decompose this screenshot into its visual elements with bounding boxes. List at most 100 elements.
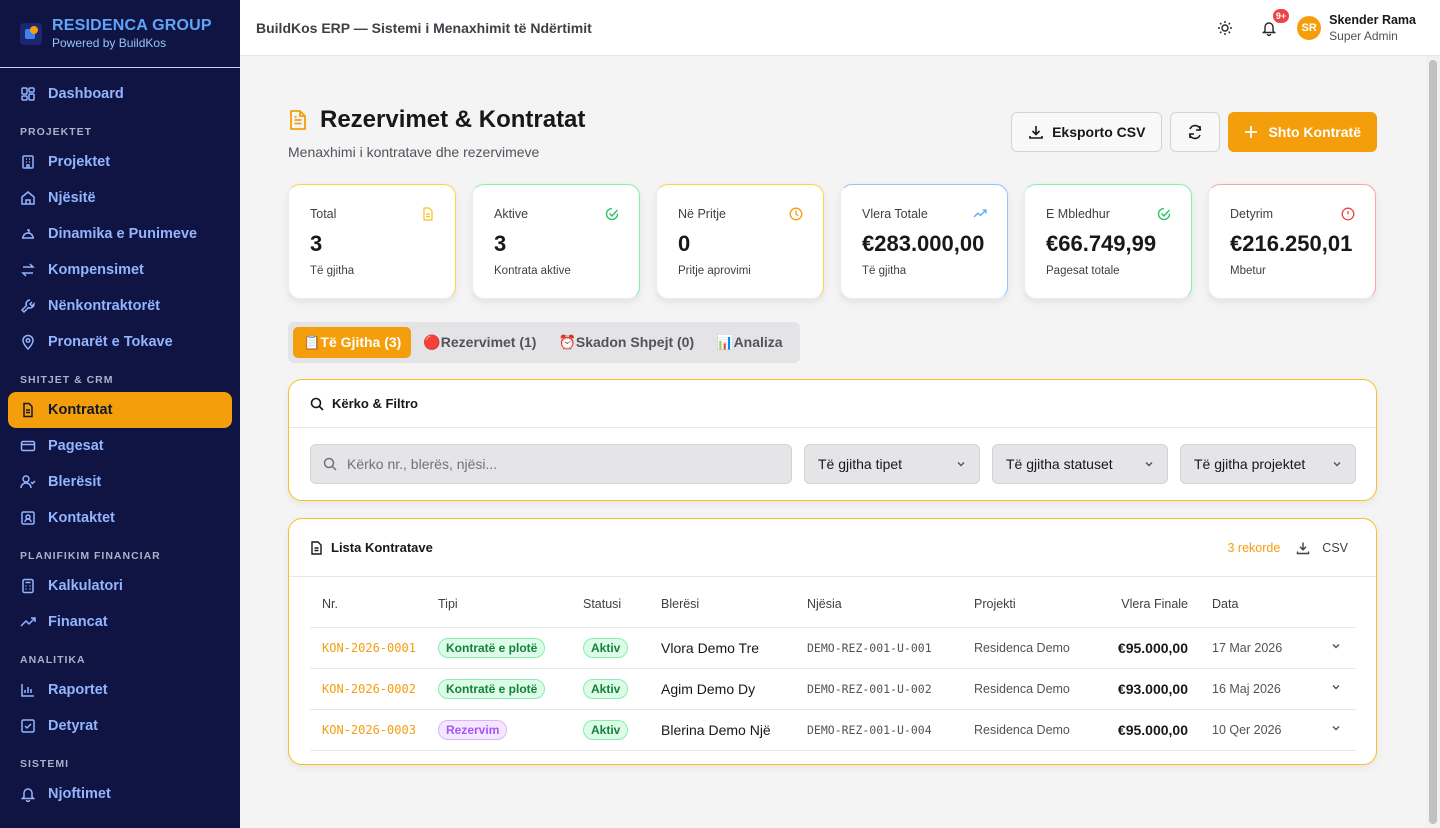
tab-analiza[interactable]: 📊Analiza	[716, 334, 783, 350]
status-badge: Aktiv	[583, 678, 629, 699]
sidebar-item-financat[interactable]: Financat	[8, 604, 232, 640]
sidebar-item-dashboard[interactable]: Dashboard	[8, 76, 232, 112]
scrollbar-thumb[interactable]	[1429, 60, 1437, 824]
expand-chevron-icon[interactable]	[1316, 668, 1356, 710]
stat-value: 0	[678, 231, 691, 256]
sidebar-item-pronaret[interactable]: Pronarët e Tokave	[8, 324, 232, 360]
sidebar-item-label: Kontratat	[48, 402, 113, 418]
type-select-value: Të gjitha tipet	[818, 456, 903, 472]
sidebar-item-kalkulatori[interactable]: Kalkulatori	[8, 568, 232, 604]
stat-sub: Pagesat totale	[1046, 265, 1120, 277]
expand-chevron-icon[interactable]	[1316, 627, 1356, 669]
column-header[interactable]: Tipi	[438, 597, 583, 628]
nav-section-shitjet: SHITJET & CRM	[20, 374, 114, 386]
building-icon	[20, 154, 36, 170]
alert-circle-icon	[1341, 207, 1355, 221]
export-csv-button[interactable]: Eksporto CSV	[1011, 112, 1163, 152]
csv-export-button[interactable]: CSV	[1296, 541, 1348, 555]
stat-value: €216.250,01	[1230, 231, 1353, 256]
sidebar-item-label: Pagesat	[48, 438, 104, 454]
csv-label: CSV	[1322, 541, 1348, 555]
brand-name: RESIDENCA GROUP	[52, 17, 212, 34]
stat-label: Aktive	[494, 207, 529, 221]
sidebar-item-raportet[interactable]: Raportet	[8, 672, 232, 708]
user-info[interactable]: Skender Rama Super Admin	[1329, 13, 1416, 43]
sidebar-item-label: Raportet	[48, 682, 108, 698]
hard-hat-icon	[20, 226, 36, 242]
table-row[interactable]: KON-2026-0003 Rezervim Aktiv Blerina Dem…	[310, 709, 1356, 751]
column-header-expand	[1316, 597, 1356, 628]
sidebar-item-projektet[interactable]: Projektet	[8, 144, 232, 180]
status-badge: Aktiv	[583, 719, 629, 740]
project-select-value: Të gjitha projektet	[1194, 456, 1306, 472]
sidebar-item-kontaktet[interactable]: Kontaktet	[8, 500, 232, 536]
sidebar-item-label: Nënkontraktorët	[48, 298, 160, 314]
table-row[interactable]: KON-2026-0002 Kontratë e plotë Aktiv Agi…	[310, 668, 1356, 710]
type-select[interactable]: Të gjitha tipet	[804, 444, 980, 484]
app-title: BuildKos ERP — Sistemi i Menaxhimit të N…	[256, 19, 592, 36]
theme-toggle-sun-icon[interactable]	[1213, 16, 1237, 40]
status-select-value: Të gjitha statuset	[1006, 456, 1113, 472]
stat-value: €283.000,00	[862, 231, 985, 256]
list-panel-header: Lista Kontratave	[289, 519, 1376, 577]
tab-skadon-shpejt[interactable]: ⏰Skadon Shpejt (0)	[558, 334, 695, 350]
page-title: Rezervimet & Kontratat	[320, 106, 586, 133]
column-header[interactable]: Njësia	[807, 597, 974, 628]
tab-rezervimet[interactable]: 🔴Rezervimet (1)	[423, 334, 537, 350]
sidebar-item-bleresit[interactable]: Blerësit	[8, 464, 232, 500]
user-check-icon	[20, 474, 36, 490]
stat-label: Detyrim	[1230, 207, 1274, 221]
stat-card-total: Total 3 Të gjitha	[288, 184, 456, 299]
contract-date: 17 Mar 2026	[1212, 627, 1316, 669]
project-name: Residenca Demo	[974, 668, 1092, 710]
filter-panel-header: Kërko & Filtro	[289, 380, 1376, 428]
search-field[interactable]	[310, 444, 792, 484]
column-header[interactable]: Projekti	[974, 597, 1092, 628]
brand[interactable]: RESIDENCA GROUP Powered by BuildKos	[0, 0, 240, 68]
column-header[interactable]: Data	[1212, 597, 1316, 628]
contract-number[interactable]: KON-2026-0002	[310, 668, 438, 710]
column-header[interactable]: Nr.	[310, 597, 438, 628]
sidebar-item-njesite[interactable]: Njësitë	[8, 180, 232, 216]
stat-sub: Pritje aprovimi	[678, 265, 751, 277]
tab-te-gjitha[interactable]: 📋Të Gjitha (3)	[293, 327, 412, 358]
column-header[interactable]: Blerësi	[661, 597, 807, 628]
refresh-button[interactable]	[1170, 112, 1221, 152]
record-count: 3 rekorde	[1227, 541, 1281, 555]
stat-value: €66.749,99	[1046, 231, 1157, 256]
table-row[interactable]: KON-2026-0001 Kontratë e plotë Aktiv Vlo…	[310, 627, 1356, 669]
unit-code: DEMO-REZ-001-U-001	[807, 627, 974, 669]
sidebar-item-detyrat[interactable]: Detyrat	[8, 708, 232, 744]
type-cell: Kontratë e plotë	[438, 668, 583, 710]
search-input[interactable]	[347, 456, 767, 472]
wrench-icon	[20, 298, 36, 314]
document-icon	[421, 207, 435, 221]
sidebar-item-dinamika[interactable]: Dinamika e Punimeve	[8, 216, 232, 252]
column-header[interactable]: Vlera Finale	[1092, 597, 1212, 628]
plus-icon	[1244, 125, 1258, 139]
avatar[interactable]: SR	[1297, 16, 1322, 40]
buyer-name: Vlora Demo Tre	[661, 627, 807, 669]
sidebar-item-njoftimet[interactable]: Njoftimet	[8, 776, 232, 812]
main-content: Rezervimet & Kontratat Menaxhimi i kontr…	[240, 56, 1426, 828]
home-icon	[20, 190, 36, 206]
notifications-bell-icon[interactable]: 9+	[1257, 9, 1290, 40]
sidebar-item-label: Pronarët e Tokave	[48, 334, 173, 350]
chevron-down-icon	[955, 458, 967, 470]
chevron-down-icon	[1143, 458, 1155, 470]
status-select[interactable]: Të gjitha statuset	[992, 444, 1168, 484]
add-contract-button[interactable]: Shto Kontratë	[1228, 112, 1377, 152]
contract-number[interactable]: KON-2026-0003	[310, 709, 438, 751]
sidebar-item-kompensimet[interactable]: Kompensimet	[8, 252, 232, 288]
topbar: BuildKos ERP — Sistemi i Menaxhimit të N…	[240, 0, 1440, 56]
expand-chevron-icon[interactable]	[1316, 709, 1356, 751]
project-select[interactable]: Të gjitha projektet	[1180, 444, 1356, 484]
contract-number[interactable]: KON-2026-0001	[310, 627, 438, 669]
stat-card-ne-pritje: Në Pritje 0 Pritje aprovimi	[656, 184, 824, 299]
trending-up-icon	[20, 614, 36, 630]
sidebar-item-kontratat[interactable]: Kontratat	[8, 392, 232, 428]
page-scrollbar[interactable]	[1426, 56, 1440, 828]
sidebar-item-pagesat[interactable]: Pagesat	[8, 428, 232, 464]
column-header[interactable]: Statusi	[583, 597, 661, 628]
sidebar-item-nenkontraktoret[interactable]: Nënkontraktorët	[8, 288, 232, 324]
